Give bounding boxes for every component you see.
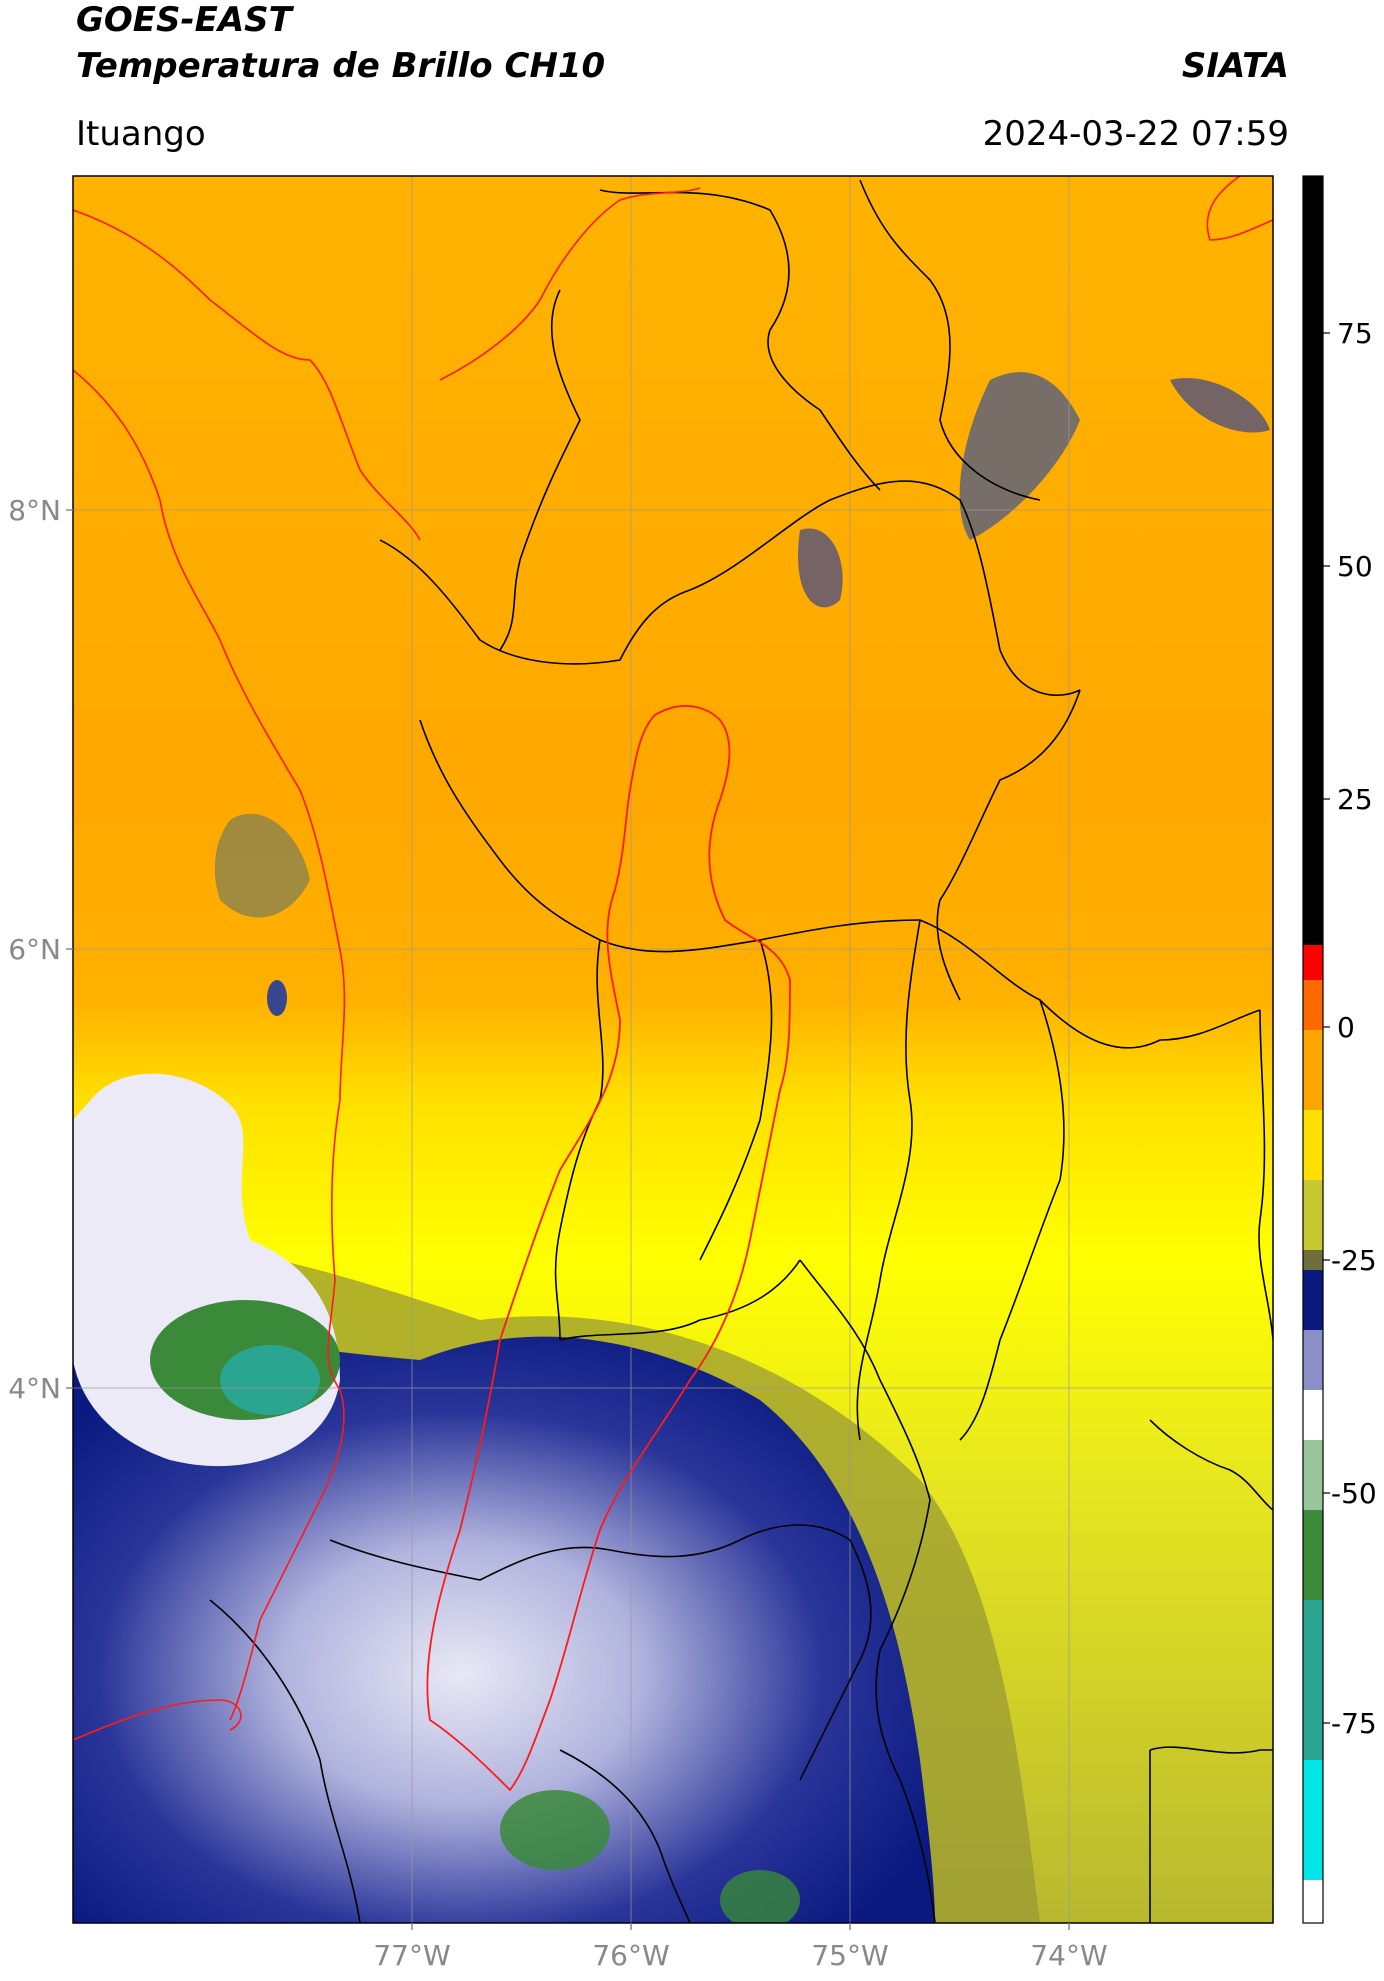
latitude-ticks: 8°N 6°N 4°N xyxy=(8,494,73,1405)
grid-lines xyxy=(73,176,1273,1923)
org-label: SIATA xyxy=(1181,46,1289,86)
title-line-1: GOES-EAST xyxy=(76,0,292,40)
colorbar-tick-label: -50 xyxy=(1331,1477,1377,1510)
lon-tick-label: 74°W xyxy=(1030,1939,1107,1972)
lon-tick-label: 77°W xyxy=(373,1939,450,1972)
colorbar-tick-label: -25 xyxy=(1331,1244,1377,1277)
title-line-2: Temperatura de Brillo CH10 xyxy=(76,46,606,86)
longitude-ticks: 77°W 76°W 75°W 74°W xyxy=(373,1923,1108,1972)
colorbar-tick-label: 0 xyxy=(1337,1011,1355,1044)
map-frame xyxy=(72,175,1274,1924)
lat-tick-label: 4°N xyxy=(8,1372,61,1405)
colorbar-frame xyxy=(1302,175,1324,1924)
colorbar-black-segment xyxy=(1303,176,1323,945)
colorbar-tick-label: -75 xyxy=(1331,1707,1377,1740)
colorbar: 75 50 25 0 -25 -50 -75 xyxy=(1302,175,1377,1924)
lon-tick-label: 76°W xyxy=(592,1939,669,1972)
colorbar-tick-label: 50 xyxy=(1337,550,1373,583)
colorbar-red-segment xyxy=(1303,945,1323,980)
ituango-basin-outline xyxy=(426,705,791,1792)
colorbar-tick-label: 75 xyxy=(1337,317,1373,350)
datetime-label: 2024-03-22 07:59 xyxy=(982,114,1289,154)
location-label: Ituango xyxy=(76,114,206,154)
colorbar-tick-label: 25 xyxy=(1337,783,1373,816)
coastline xyxy=(73,176,1273,1741)
lat-tick-label: 6°N xyxy=(8,933,61,966)
satellite-image xyxy=(73,176,1273,1923)
lon-tick-label: 75°W xyxy=(811,1939,888,1972)
department-boundaries xyxy=(209,179,1273,1923)
lat-tick-label: 8°N xyxy=(8,494,61,527)
